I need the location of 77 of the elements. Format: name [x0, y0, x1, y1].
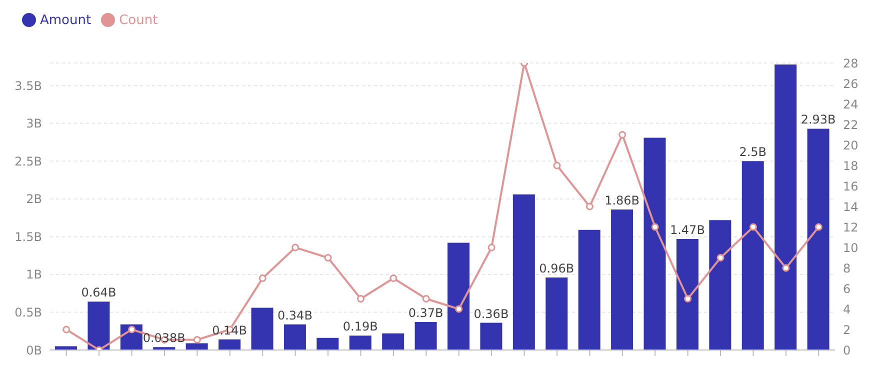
bar	[382, 333, 404, 350]
bar	[251, 308, 274, 350]
y2-tick-label: 4	[843, 302, 851, 316]
bar	[512, 194, 535, 350]
point	[422, 295, 430, 302]
point	[258, 274, 266, 282]
y2-tick-label: 16	[843, 179, 858, 194]
data-label: 2.93B	[800, 112, 836, 127]
y2-tick-label: 10	[843, 240, 858, 255]
point	[390, 274, 398, 282]
point	[193, 336, 201, 344]
point	[455, 305, 463, 313]
bar	[448, 242, 470, 350]
y2-tick-label: 12	[843, 220, 858, 234]
bar	[55, 346, 77, 350]
y-tick-label: 3.5B	[14, 78, 42, 93]
point	[651, 223, 659, 231]
y-tick-label: 2B	[26, 192, 42, 206]
y2-tick-label: 8	[843, 261, 851, 276]
data-label: 2.5B	[739, 145, 767, 160]
y2-tick-label: 14	[843, 200, 858, 214]
point	[356, 295, 364, 302]
bar	[186, 343, 208, 350]
y2-tick-label: 24	[843, 97, 858, 112]
y2-tick-label: 26	[843, 76, 858, 91]
point	[292, 244, 300, 252]
data-label: 0.64B	[81, 286, 116, 300]
bar	[709, 220, 732, 350]
point	[618, 131, 626, 138]
bar	[414, 322, 437, 350]
bar	[546, 277, 568, 350]
bar	[644, 138, 666, 350]
y-tick-label: 0B	[26, 343, 42, 358]
data-label: 0.96B	[539, 261, 574, 276]
y2-tick-label: 0	[843, 343, 851, 358]
data-label: 1.47B	[670, 222, 705, 237]
y2-tick-label: 18	[843, 158, 858, 173]
data-label: 0.34B	[277, 308, 312, 322]
bar	[774, 64, 797, 350]
bar	[284, 324, 306, 350]
bar	[480, 322, 502, 350]
bar	[807, 128, 830, 350]
y2-tick-label: 2	[843, 322, 851, 337]
bar	[611, 210, 634, 350]
point	[128, 326, 136, 334]
point	[749, 223, 757, 231]
y-tick-label: 1B	[26, 268, 42, 282]
y2-tick-label: 20	[843, 138, 858, 152]
y-tick-label: 3B	[26, 116, 42, 131]
data-label: 0.37B	[408, 306, 444, 320]
bar	[349, 336, 372, 350]
point	[488, 244, 496, 252]
y2-tick-label: 28	[843, 56, 858, 70]
point	[62, 326, 70, 334]
bar	[742, 161, 764, 350]
data-label: 1.86B	[604, 194, 640, 208]
legend-label: Amount	[40, 13, 92, 28]
bar	[578, 230, 600, 350]
point	[553, 162, 561, 170]
point	[586, 202, 594, 210]
bar	[88, 302, 110, 350]
y2-tick-label: 22	[843, 118, 858, 132]
data-label: 0.19B	[342, 320, 378, 334]
point	[814, 223, 822, 231]
legend-label: Count	[119, 13, 158, 28]
bar	[676, 238, 698, 350]
bar	[218, 339, 241, 350]
point	[324, 254, 332, 262]
bar	[316, 338, 339, 350]
y-tick-label: 0.5B	[14, 305, 42, 320]
y-tick-label: 1.5B	[14, 230, 42, 244]
point	[684, 295, 692, 302]
y-tick-label: 2.5B	[14, 154, 42, 168]
point	[716, 254, 724, 262]
data-label: 0.36B	[474, 306, 509, 321]
point	[782, 264, 790, 272]
y2-tick-label: 6	[843, 282, 851, 296]
